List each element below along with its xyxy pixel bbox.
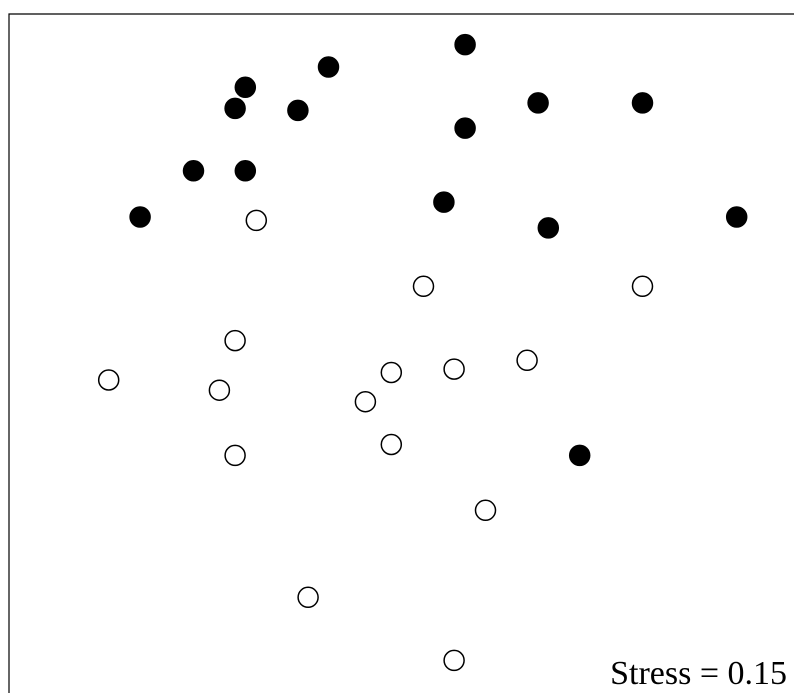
filled-point-1 [454,33,476,56]
open-point-12 [224,444,246,467]
filled-point-4 [224,97,246,120]
filled-point-13 [537,217,560,239]
open-point-2 [412,275,435,298]
open-point-6 [208,379,231,401]
filled-point-6 [527,92,549,114]
filled-point-9 [182,160,205,182]
filled-point-3 [234,76,257,99]
open-point-13 [474,499,497,522]
stress-annotation: Stress = 0.15 [610,655,787,692]
open-point-10 [354,390,377,413]
filled-point-14 [725,206,748,228]
filled-point-15 [568,444,591,467]
open-point-5 [97,369,120,391]
open-point-4 [224,329,246,352]
open-point-11 [380,433,403,456]
filled-point-2 [317,56,340,78]
open-point-3 [631,275,654,298]
open-point-15 [443,649,465,672]
filled-point-11 [433,191,455,213]
open-point-8 [443,358,465,380]
filled-point-10 [234,160,257,182]
open-point-9 [516,349,538,372]
points-layer [97,33,748,672]
open-point-7 [380,361,403,384]
open-point-14 [297,586,319,609]
open-point-1 [245,209,268,232]
filled-point-8 [454,117,476,139]
filled-point-12 [129,206,151,228]
filled-point-5 [287,99,309,122]
plot-frame [8,13,794,693]
filled-point-7 [631,92,654,114]
